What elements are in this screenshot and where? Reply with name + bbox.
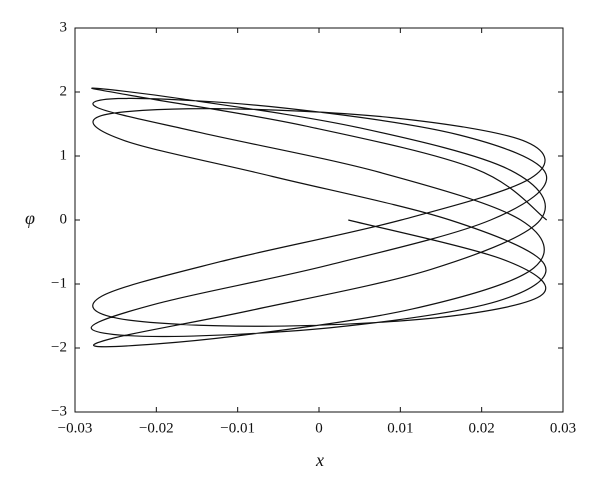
x-tick-label: −0.02 — [139, 420, 174, 436]
y-tick-label: −1 — [51, 275, 67, 291]
y-tick-label: 3 — [60, 19, 68, 35]
y-tick-label: −2 — [51, 339, 67, 355]
y-axis-label: φ — [25, 208, 35, 228]
x-tick-label: −0.01 — [220, 420, 255, 436]
x-tick-label: −0.03 — [58, 420, 93, 436]
x-axis-label: x — [315, 450, 324, 470]
x-tick-label: 0.03 — [550, 420, 576, 436]
y-tick-label: 0 — [60, 211, 68, 227]
y-tick-label: 2 — [60, 83, 68, 99]
x-tick-label: 0.01 — [387, 420, 413, 436]
trajectory — [90, 87, 548, 348]
x-tick-label: 0 — [315, 420, 323, 436]
x-tick-label: 0.02 — [469, 420, 495, 436]
y-tick-label: 1 — [60, 147, 68, 163]
y-tick-label: −3 — [51, 403, 67, 419]
